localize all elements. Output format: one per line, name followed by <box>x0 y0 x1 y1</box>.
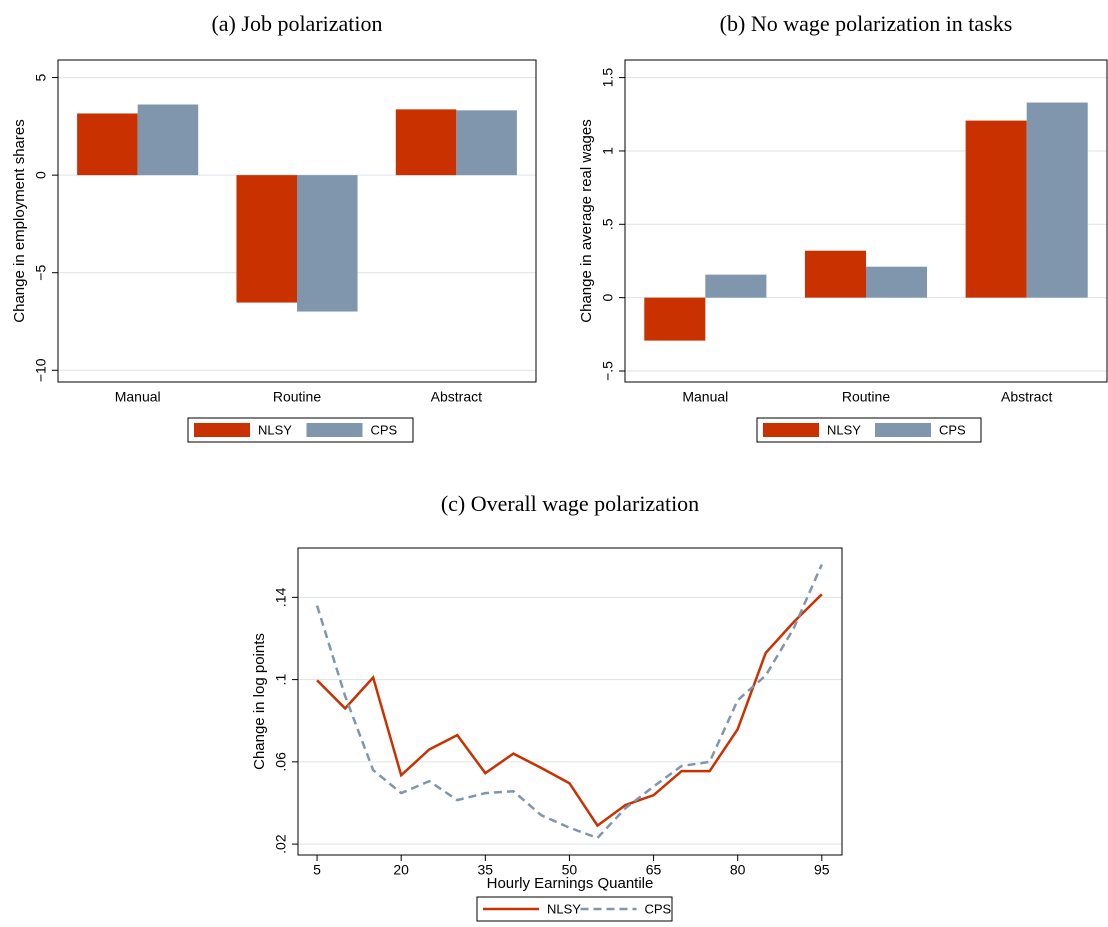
x-tick-label: 50 <box>562 862 578 878</box>
bar <box>137 104 199 176</box>
y-tick-label: 1.5 <box>600 68 616 88</box>
chart-title: (b) No wage polarization in tasks <box>720 11 1013 36</box>
y-tick-label: −.5 <box>600 361 616 381</box>
y-axis-title: Change in average real wages <box>578 119 595 322</box>
x-tick-label: 20 <box>393 862 409 878</box>
legend-label: CPS <box>371 422 398 437</box>
legend-label: CPS <box>939 422 966 437</box>
chart-title: (a) Job polarization <box>211 11 382 36</box>
y-tick-label: −5 <box>33 265 49 281</box>
x-tick-label: Routine <box>273 389 321 405</box>
x-tick-label: Routine <box>842 389 890 405</box>
bar <box>965 120 1027 298</box>
plot-frame <box>624 59 1108 383</box>
x-tick-label: Abstract <box>431 389 482 405</box>
bar <box>395 109 457 176</box>
y-tick-label: 0 <box>33 171 49 179</box>
y-tick-label: .5 <box>600 218 616 230</box>
x-tick-label: 65 <box>646 862 662 878</box>
x-tick-label: 80 <box>730 862 746 878</box>
x-axis-title: Hourly Earnings Quantile <box>487 875 654 892</box>
bar <box>1026 102 1088 298</box>
y-tick-label: −10 <box>33 358 49 382</box>
y-tick-label: .02 <box>273 834 289 854</box>
x-tick-label: Abstract <box>1001 389 1052 405</box>
legend-label: NLSY <box>547 901 581 916</box>
x-tick-label: 95 <box>814 862 830 878</box>
legend-label: CPS <box>645 901 672 916</box>
y-tick-label: 1 <box>600 147 616 155</box>
legend-swatch <box>875 423 931 437</box>
x-tick-label: Manual <box>115 389 161 405</box>
legend-label: NLSY <box>258 422 292 437</box>
y-tick-label: .14 <box>273 587 289 607</box>
chart-title: (c) Overall wage polarization <box>441 491 699 516</box>
x-tick-label: 5 <box>313 862 321 878</box>
bar <box>804 250 866 298</box>
legend-label: NLSY <box>827 422 861 437</box>
y-tick-label: 0 <box>600 294 616 302</box>
bar <box>644 297 706 341</box>
line-series <box>315 563 823 840</box>
y-axis-title: Change in employment shares <box>11 119 28 322</box>
plot-frame <box>297 547 843 856</box>
bar <box>297 175 358 312</box>
legend-swatch <box>306 423 363 437</box>
x-tick-label: Manual <box>682 389 728 405</box>
legend-swatch <box>194 423 250 437</box>
plot-frame <box>57 59 537 383</box>
bar <box>866 266 928 298</box>
bar <box>236 175 297 303</box>
y-tick-label: .06 <box>273 752 289 772</box>
y-axis-title: Change in log points <box>251 633 268 770</box>
y-tick-label: 5 <box>33 73 49 81</box>
bar <box>456 110 517 176</box>
legend-swatch <box>763 423 819 437</box>
y-tick-label: .1 <box>273 674 289 686</box>
bar <box>77 113 138 176</box>
bar <box>705 274 767 298</box>
line-series <box>316 593 823 828</box>
x-tick-label: 35 <box>478 862 494 878</box>
